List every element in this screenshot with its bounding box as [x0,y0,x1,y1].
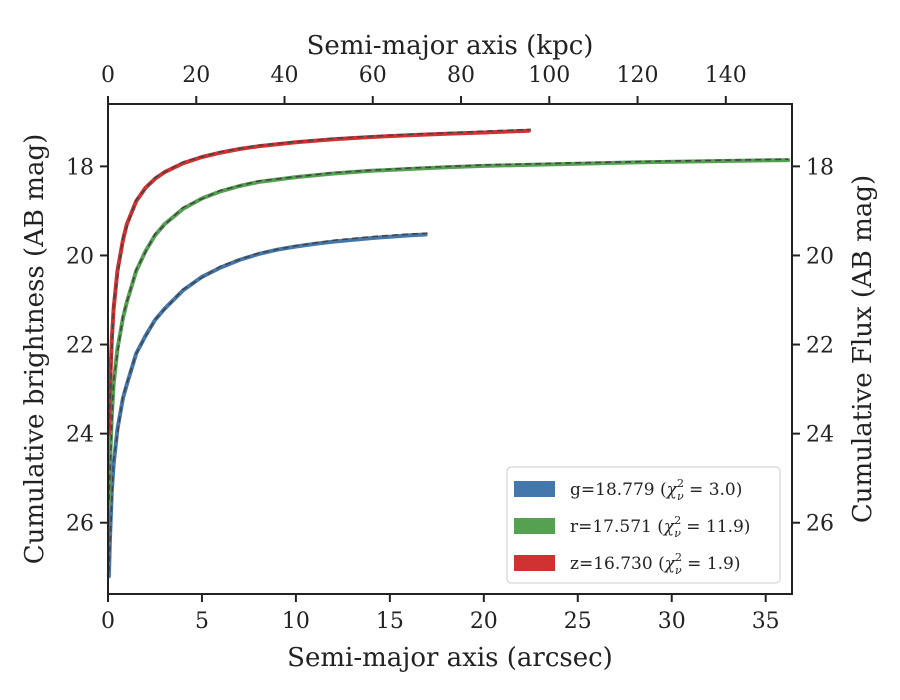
legend-label-part: χ [666,480,679,500]
y-tick-label: 20 [66,244,94,269]
x-tick-label: 15 [376,609,404,634]
x-axis-title: Semi-major axis (arcsec) [287,643,613,673]
y-right-tick-label: 18 [806,155,834,180]
legend-label-part: ν [674,527,681,540]
x-top-tick-label: 80 [447,63,475,88]
x-top-tick-label: 20 [182,63,210,88]
x-top-tick-label: 0 [101,63,115,88]
x-tick-label: 5 [195,609,209,634]
legend-label-part: χ [664,554,677,574]
y-right-tick-label: 22 [806,334,834,359]
plot-frame [107,103,793,595]
x-top-tick-label: 140 [705,63,747,88]
series-line-g [106,232,428,579]
y-tick-label: 22 [66,334,94,359]
x-top-tick-label: 100 [528,63,570,88]
y-tick-label: 24 [66,423,94,448]
legend-label-part: 2 [674,514,681,527]
x-tick-label: 35 [752,609,780,634]
tick-layer: 0 5 10 15 20 25 30 35 0 20 40 60 80 100 120 140 18 18 20 20… [66,63,834,634]
legend-label-part: = 1.9) [682,554,741,574]
y-axis-right-title: Cumulative Flux (AB mag) [848,175,878,523]
legend-label-0: g=18.779 (χ2 ν = 3.0) [570,477,742,503]
x-top-tick-label: 120 [617,63,659,88]
legend-label-2: z=16.730 (χ2 ν = 1.9) [570,551,740,577]
legend-label-part: ν [675,564,682,577]
legend-swatch-2 [514,555,555,571]
legend-label-1: r=17.571 (χ2 ν = 11.9) [570,514,750,540]
fit-line-r [108,158,789,501]
legend-label-part: ν [677,490,684,503]
legend-label-part: 2 [677,477,684,490]
y-tick-label: 18 [66,155,94,180]
x-axis-top-title: Semi-major axis (kpc) [307,31,594,61]
legend-swatch-1 [514,518,555,534]
y-tick-label: 26 [66,512,94,537]
fit-line-z [108,128,531,430]
legend-label-part: = 11.9) [681,517,751,537]
legend-label-part: z=16.730 ( [570,554,665,574]
legend: g=18.779 (χ2 ν = 3.0)r=17.571 (χ2 ν = 11.9… [506,466,781,584]
series-layer [106,128,791,579]
series-line-r [106,158,791,507]
legend-swatch-0 [514,481,555,497]
x-tick-label: 20 [470,609,498,634]
legend-label-part: 2 [675,551,682,564]
legend-label-part: χ [663,517,676,537]
x-tick-label: 25 [564,609,592,634]
legend-label-part: r=17.571 ( [570,517,664,537]
x-tick-label: 10 [282,609,310,634]
fit-line-g [108,232,428,572]
legend-frame [506,466,781,584]
legend-label-part: = 3.0) [684,480,743,500]
y-right-tick-label: 24 [806,423,834,448]
legend-label-part: g=18.779 ( [570,480,667,500]
x-top-tick-label: 40 [271,63,299,88]
x-tick-label: 0 [101,609,115,634]
x-top-tick-label: 60 [359,63,387,88]
y-right-tick-label: 20 [806,244,834,269]
y-axis-title: Cumulative brightness (AB mag) [20,134,50,565]
x-tick-label: 30 [658,609,686,634]
y-right-tick-label: 26 [806,512,834,537]
